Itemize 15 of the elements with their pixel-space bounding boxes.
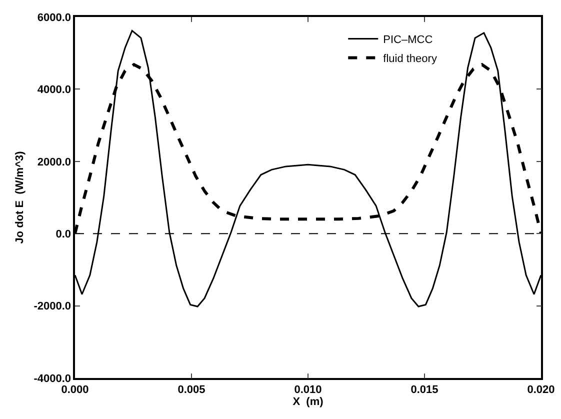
x-tick-label: 0.015 bbox=[410, 384, 438, 396]
x-tick-label: 0.010 bbox=[294, 384, 322, 396]
y-tick-label: 4000.0 bbox=[37, 84, 72, 96]
x-tick-label: 0.020 bbox=[527, 384, 555, 396]
y-tick-label: 0.0 bbox=[56, 228, 72, 240]
x-tick-label: 0.000 bbox=[61, 384, 89, 396]
legend-label: fluid theory bbox=[383, 53, 438, 66]
y-tick-label: -2000.0 bbox=[34, 300, 72, 313]
y-axis-title: Jo dot E (W/m^3) bbox=[14, 150, 26, 244]
y-tick-label: 2000.0 bbox=[37, 156, 72, 168]
y-tick-label: 6000.0 bbox=[37, 12, 72, 24]
legend-label: PIC–MCC bbox=[383, 34, 433, 46]
y-tick-label: -4000.0 bbox=[34, 372, 72, 385]
x-axis-title: X (m) bbox=[292, 396, 324, 408]
x-tick-label: 0.005 bbox=[178, 384, 206, 396]
